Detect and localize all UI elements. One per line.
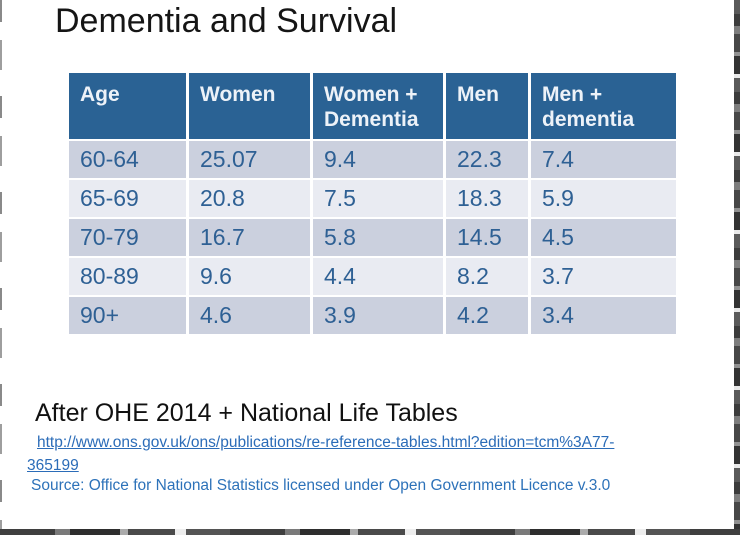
table-row: 60-64 25.07 9.4 22.3 7.4 <box>69 141 676 178</box>
cell-men: 4.2 <box>446 297 528 334</box>
cell-men: 14.5 <box>446 219 528 256</box>
cell-men: 8.2 <box>446 258 528 295</box>
cell-women-dementia: 3.9 <box>313 297 443 334</box>
cell-women: 9.6 <box>189 258 310 295</box>
cell-women: 25.07 <box>189 141 310 178</box>
scan-edge-right <box>734 0 740 535</box>
cell-women-dementia: 7.5 <box>313 180 443 217</box>
cell-men-dementia: 3.7 <box>531 258 676 295</box>
scan-edge-bottom <box>0 529 740 535</box>
ons-link-line2: 365199 <box>27 456 79 474</box>
cell-men-dementia: 7.4 <box>531 141 676 178</box>
cell-women-dementia: 4.4 <box>313 258 443 295</box>
ons-reference-link[interactable]: http://www.ons.gov.uk/ons/publications/r… <box>27 434 614 474</box>
table-row: 90+ 4.6 3.9 4.2 3.4 <box>69 297 676 334</box>
cell-women-dementia: 9.4 <box>313 141 443 178</box>
cell-age: 90+ <box>69 297 186 334</box>
cell-men-dementia: 4.5 <box>531 219 676 256</box>
col-header-age: Age <box>69 73 186 139</box>
cell-age: 70-79 <box>69 219 186 256</box>
cell-men-dementia: 5.9 <box>531 180 676 217</box>
col-header-women-dementia: Women + Dementia <box>313 73 443 139</box>
cell-men: 18.3 <box>446 180 528 217</box>
table-row: 70-79 16.7 5.8 14.5 4.5 <box>69 219 676 256</box>
scan-edge-left <box>0 0 2 535</box>
col-header-men-dementia: Men + dementia <box>531 73 676 139</box>
slide-title: Dementia and Survival <box>55 2 398 40</box>
cell-women: 20.8 <box>189 180 310 217</box>
cell-age: 60-64 <box>69 141 186 178</box>
survival-table: Age Women Women + Dementia Men Men + dem… <box>66 71 679 336</box>
cell-women: 16.7 <box>189 219 310 256</box>
ons-link-line1: http://www.ons.gov.uk/ons/publications/r… <box>37 434 615 451</box>
table-row: 80-89 9.6 4.4 8.2 3.7 <box>69 258 676 295</box>
cell-women-dementia: 5.8 <box>313 219 443 256</box>
col-header-men: Men <box>446 73 528 139</box>
cell-age: 80-89 <box>69 258 186 295</box>
cell-age: 65-69 <box>69 180 186 217</box>
col-header-women: Women <box>189 73 310 139</box>
cell-men: 22.3 <box>446 141 528 178</box>
table-header-row: Age Women Women + Dementia Men Men + dem… <box>69 73 676 139</box>
source-text: Source: Office for National Statistics l… <box>31 477 611 494</box>
cell-women: 4.6 <box>189 297 310 334</box>
table-row: 65-69 20.8 7.5 18.3 5.9 <box>69 180 676 217</box>
cell-men-dementia: 3.4 <box>531 297 676 334</box>
attribution-text: After OHE 2014 + National Life Tables <box>35 399 458 427</box>
ons-link-block: http://www.ons.gov.uk/ons/publications/r… <box>27 432 614 477</box>
